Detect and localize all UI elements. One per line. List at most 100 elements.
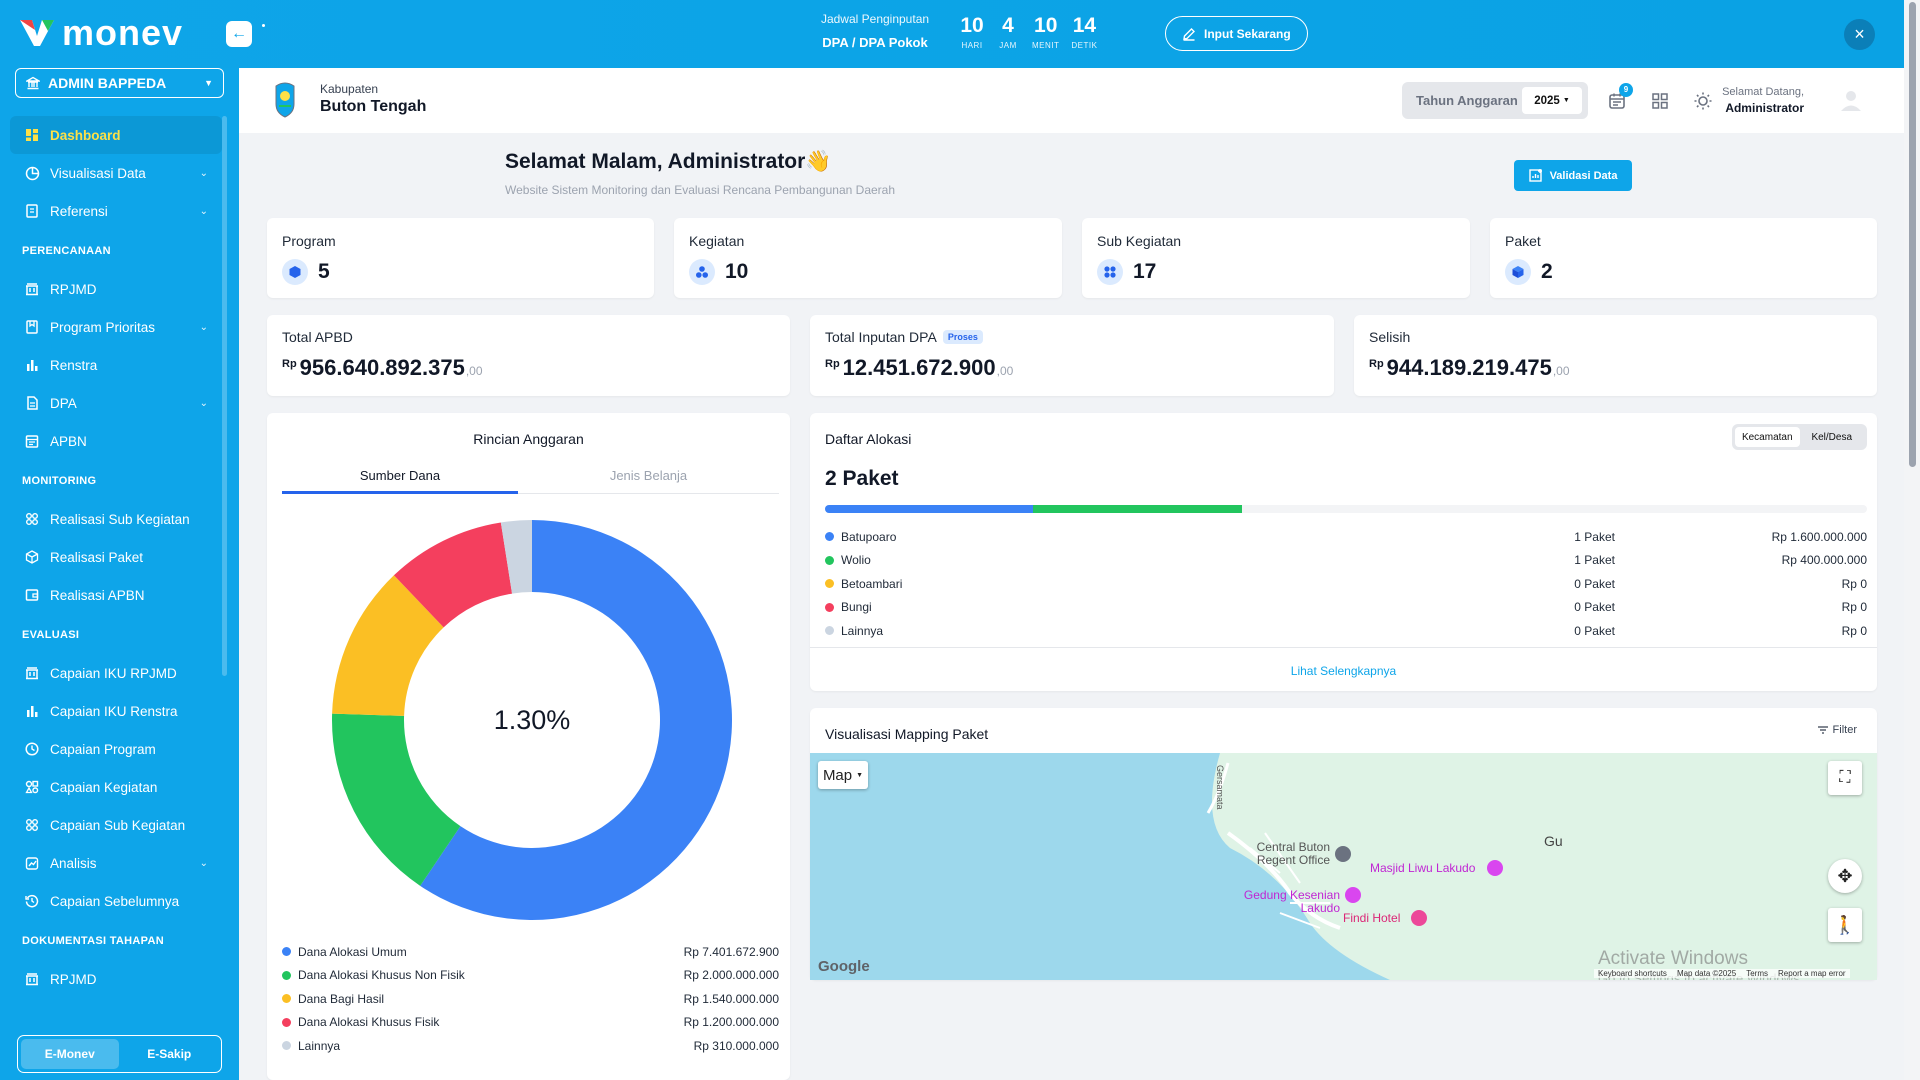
close-icon[interactable]: ×	[1844, 19, 1875, 50]
donut-slice-dana-alokasi-khusus-fisik[interactable]	[393, 522, 513, 628]
sidebar-item-realisasi-paket[interactable]: Realisasi Paket	[10, 538, 222, 576]
street-view-pegman-icon[interactable]: 🚶	[1828, 908, 1862, 942]
grid-icon	[24, 817, 40, 833]
sidebar-item-rpjmd[interactable]: RPJMD	[10, 270, 222, 308]
legend-dot	[282, 947, 291, 957]
tab-sumber-dana[interactable]: Sumber Dana	[359, 467, 441, 483]
regency-emblem-icon	[275, 82, 295, 118]
fullscreen-icon[interactable]: ⛶	[1828, 761, 1862, 795]
list-item: Lainnya 0 Paket Rp 0	[825, 619, 1867, 643]
package-icon	[24, 549, 40, 565]
sidebar-item-realisasi-apbn[interactable]: Realisasi APBN	[10, 576, 222, 614]
sidebar: ADMIN BAPPEDA ▼ Dashboard Visualisasi Da…	[0, 68, 239, 1080]
package-count: 2 Paket	[825, 467, 899, 490]
list-item: Betoambari 0 Paket Rp 0	[825, 572, 1867, 596]
donut-slice-dana-alokasi-umum[interactable]	[420, 520, 732, 920]
stat-value: 2	[1541, 260, 1553, 283]
sidebar-item-capaian-program[interactable]: Capaian Program	[10, 730, 222, 768]
input-now-button[interactable]: Input Sekarang	[1165, 16, 1308, 51]
role-select[interactable]: ADMIN BAPPEDA ▼	[15, 68, 224, 98]
chart-pie-icon	[24, 165, 40, 181]
tab-jenis-belanja[interactable]: Jenis Belanja	[609, 467, 688, 483]
map-label-gu: Gu	[1544, 833, 1563, 849]
sidebar-item-apbn[interactable]: APBN	[10, 422, 222, 460]
mapping-paket-card: Visualisasi Mapping Paket Filter Map ▼ ⛶ …	[810, 708, 1877, 980]
legend-dot	[282, 994, 291, 1004]
money-value: Rp 12.451.672.900,00	[825, 355, 1014, 380]
brand-logo[interactable]: monev	[20, 14, 183, 52]
legend-item: Dana Alokasi Khusus Fisik Rp 1.200.000.00…	[282, 1011, 779, 1035]
sidebar-item-analisis[interactable]: Analisis ⌄	[10, 844, 222, 882]
chart-add-icon	[1528, 169, 1542, 182]
legend-item: Dana Bagi Hasil Rp 1.540.000.000	[282, 987, 779, 1011]
region-level-toggle: Kecamatan Kel/Desa	[1732, 424, 1867, 450]
brand-name: monev	[62, 12, 184, 53]
schedule-notification-icon[interactable]	[1607, 91, 1627, 111]
countdown-days: 10 HARI	[960, 14, 984, 50]
sidebar-item-dokumentasi-rpjmd[interactable]: RPJMD	[10, 960, 222, 998]
sidebar-item-visualisasi-data[interactable]: Visualisasi Data ⌄	[10, 154, 222, 192]
sidebar-item-capaian-iku-rpjmd[interactable]: Capaian IKU RPJMD	[10, 654, 222, 692]
filter-button[interactable]: Filter	[1817, 724, 1857, 736]
sidebar-collapse-button[interactable]: ←	[226, 21, 252, 47]
regency-name: Buton Tengah	[320, 98, 427, 115]
apps-grid-icon[interactable]	[1650, 91, 1670, 111]
app-switch: E-Monev E-Sakip	[17, 1035, 222, 1073]
map-canvas	[810, 753, 1877, 980]
history-icon	[24, 893, 40, 909]
toggle-kecamatan[interactable]: Kecamatan	[1735, 427, 1800, 447]
sidebar-item-renstra[interactable]: Renstra	[10, 346, 222, 384]
user-avatar-icon[interactable]	[1839, 88, 1863, 112]
theme-toggle-sun-icon[interactable]	[1693, 91, 1713, 111]
donut-slice-dana-alokasi-khusus-non-fisik[interactable]	[332, 713, 461, 886]
bookmark-icon	[24, 319, 40, 335]
camera-control-icon[interactable]: ✥	[1828, 859, 1862, 893]
sidebar-item-referensi[interactable]: Referensi ⌄	[10, 192, 222, 230]
sidebar-item-capaian-sub-kegiatan[interactable]: Capaian Sub Kegiatan	[10, 806, 222, 844]
fiscal-year-dropdown[interactable]: 2025 ▼	[1522, 87, 1582, 114]
switch-esakip[interactable]: E-Sakip	[147, 1047, 192, 1061]
sidebar-item-dashboard[interactable]: Dashboard	[10, 116, 222, 154]
sidebar-section-monitoring: MONITORING	[22, 475, 97, 487]
welcome-subtitle: Website Sistem Monitoring dan Evaluasi R…	[505, 183, 896, 197]
page-scrollbar[interactable]	[1904, 0, 1920, 1080]
cluster-icon	[689, 259, 715, 285]
sidebar-item-capaian-sebelumnya[interactable]: Capaian Sebelumnya	[10, 882, 222, 920]
activate-windows-watermark: Activate Windows	[1598, 948, 1748, 969]
clock-icon	[24, 741, 40, 757]
schedule-label: Jadwal Penginputan	[820, 12, 930, 26]
sidebar-item-realisasi-sub-kegiatan[interactable]: Realisasi Sub Kegiatan	[10, 500, 222, 538]
stat-value: 5	[318, 260, 330, 283]
see-more-link[interactable]: Lihat Selengkapnya	[1290, 664, 1397, 678]
map-type-button[interactable]: Map ▼	[818, 761, 868, 789]
card-title: Daftar Alokasi	[825, 431, 912, 447]
chevron-down-icon: ⌄	[199, 205, 208, 217]
status-badge: Proses	[942, 330, 983, 344]
card-title: Visualisasi Mapping Paket	[825, 726, 989, 742]
stat-value: 10	[725, 260, 749, 283]
sidebar-section-dokumentasi-tahapan: DOKUMENTASI TAHAPAN	[22, 935, 164, 947]
map-label-masjid: Masjid Liwu Lakudo	[1370, 861, 1476, 875]
donut-slice-lainnya[interactable]	[500, 520, 532, 594]
validate-data-button[interactable]: Validasi Data	[1514, 160, 1632, 191]
chart-legend: Dana Alokasi Umum Rp 7.401.672.900 Dana A…	[282, 940, 779, 1058]
map-view[interactable]: Map ▼ ⛶ ✥ 🚶 Gersamata Central Buton Regen…	[810, 753, 1877, 980]
wallet-icon	[24, 587, 40, 603]
sidebar-item-dpa[interactable]: DPA ⌄	[10, 384, 222, 422]
sidebar-scrollbar[interactable]	[222, 116, 227, 676]
sidebar-item-capaian-iku-renstra[interactable]: Capaian IKU Renstra	[10, 692, 222, 730]
list-item: Wolio 1 Paket Rp 400.000.000	[825, 549, 1867, 573]
stat-card-sub-kegiatan: Sub Kegiatan 17	[1082, 218, 1470, 298]
top-bar: monev ← Jadwal Penginputan DPA / DPA Pok…	[0, 0, 1920, 68]
caret-down-icon: ▼	[204, 78, 213, 88]
sidebar-item-capaian-kegiatan[interactable]: Capaian Kegiatan	[10, 768, 222, 806]
sidebar-item-program-prioritas[interactable]: Program Prioritas ⌄	[10, 308, 222, 346]
legend-dot	[282, 1017, 291, 1027]
donut-slice-dana-bagi-hasil[interactable]	[332, 575, 444, 716]
google-logo: Google	[818, 958, 870, 975]
document-icon	[24, 395, 40, 411]
switch-emonev[interactable]: E-Monev	[21, 1039, 119, 1069]
legend-dot	[282, 1041, 291, 1051]
bank-icon	[26, 76, 40, 90]
toggle-kel-desa[interactable]: Kel/Desa	[1811, 431, 1853, 443]
